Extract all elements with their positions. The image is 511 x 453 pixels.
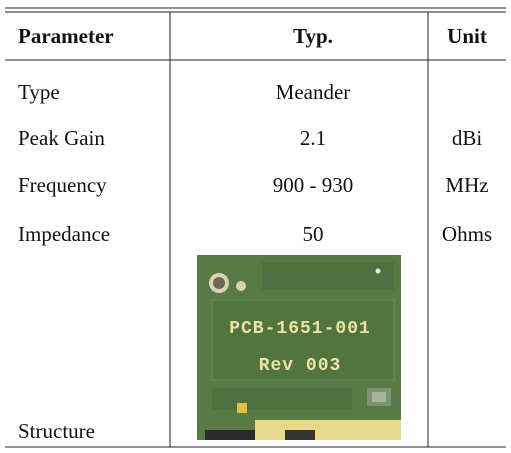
cell: 50	[303, 222, 324, 246]
cell: Meander	[276, 80, 351, 104]
pcb-photo: PCB-1651-001 Rev 003	[197, 255, 401, 440]
pcb-label: PCB-1651-001	[229, 319, 371, 339]
pcb-label: Rev 003	[259, 356, 342, 376]
cell: Frequency	[18, 173, 107, 197]
cell: Structure	[18, 419, 95, 443]
cell: 900 - 930	[273, 173, 354, 197]
cell: MHz	[445, 173, 488, 197]
header-cell: Unit	[447, 24, 487, 48]
cell: Type	[18, 80, 60, 104]
header-cell: Parameter	[18, 24, 114, 48]
cell: 2.1	[300, 126, 326, 150]
cell: Impedance	[18, 222, 110, 246]
cell: Ohms	[442, 222, 492, 246]
header-cell: Typ.	[293, 24, 333, 48]
cell: dBi	[452, 126, 483, 150]
cell: Peak Gain	[18, 126, 105, 150]
